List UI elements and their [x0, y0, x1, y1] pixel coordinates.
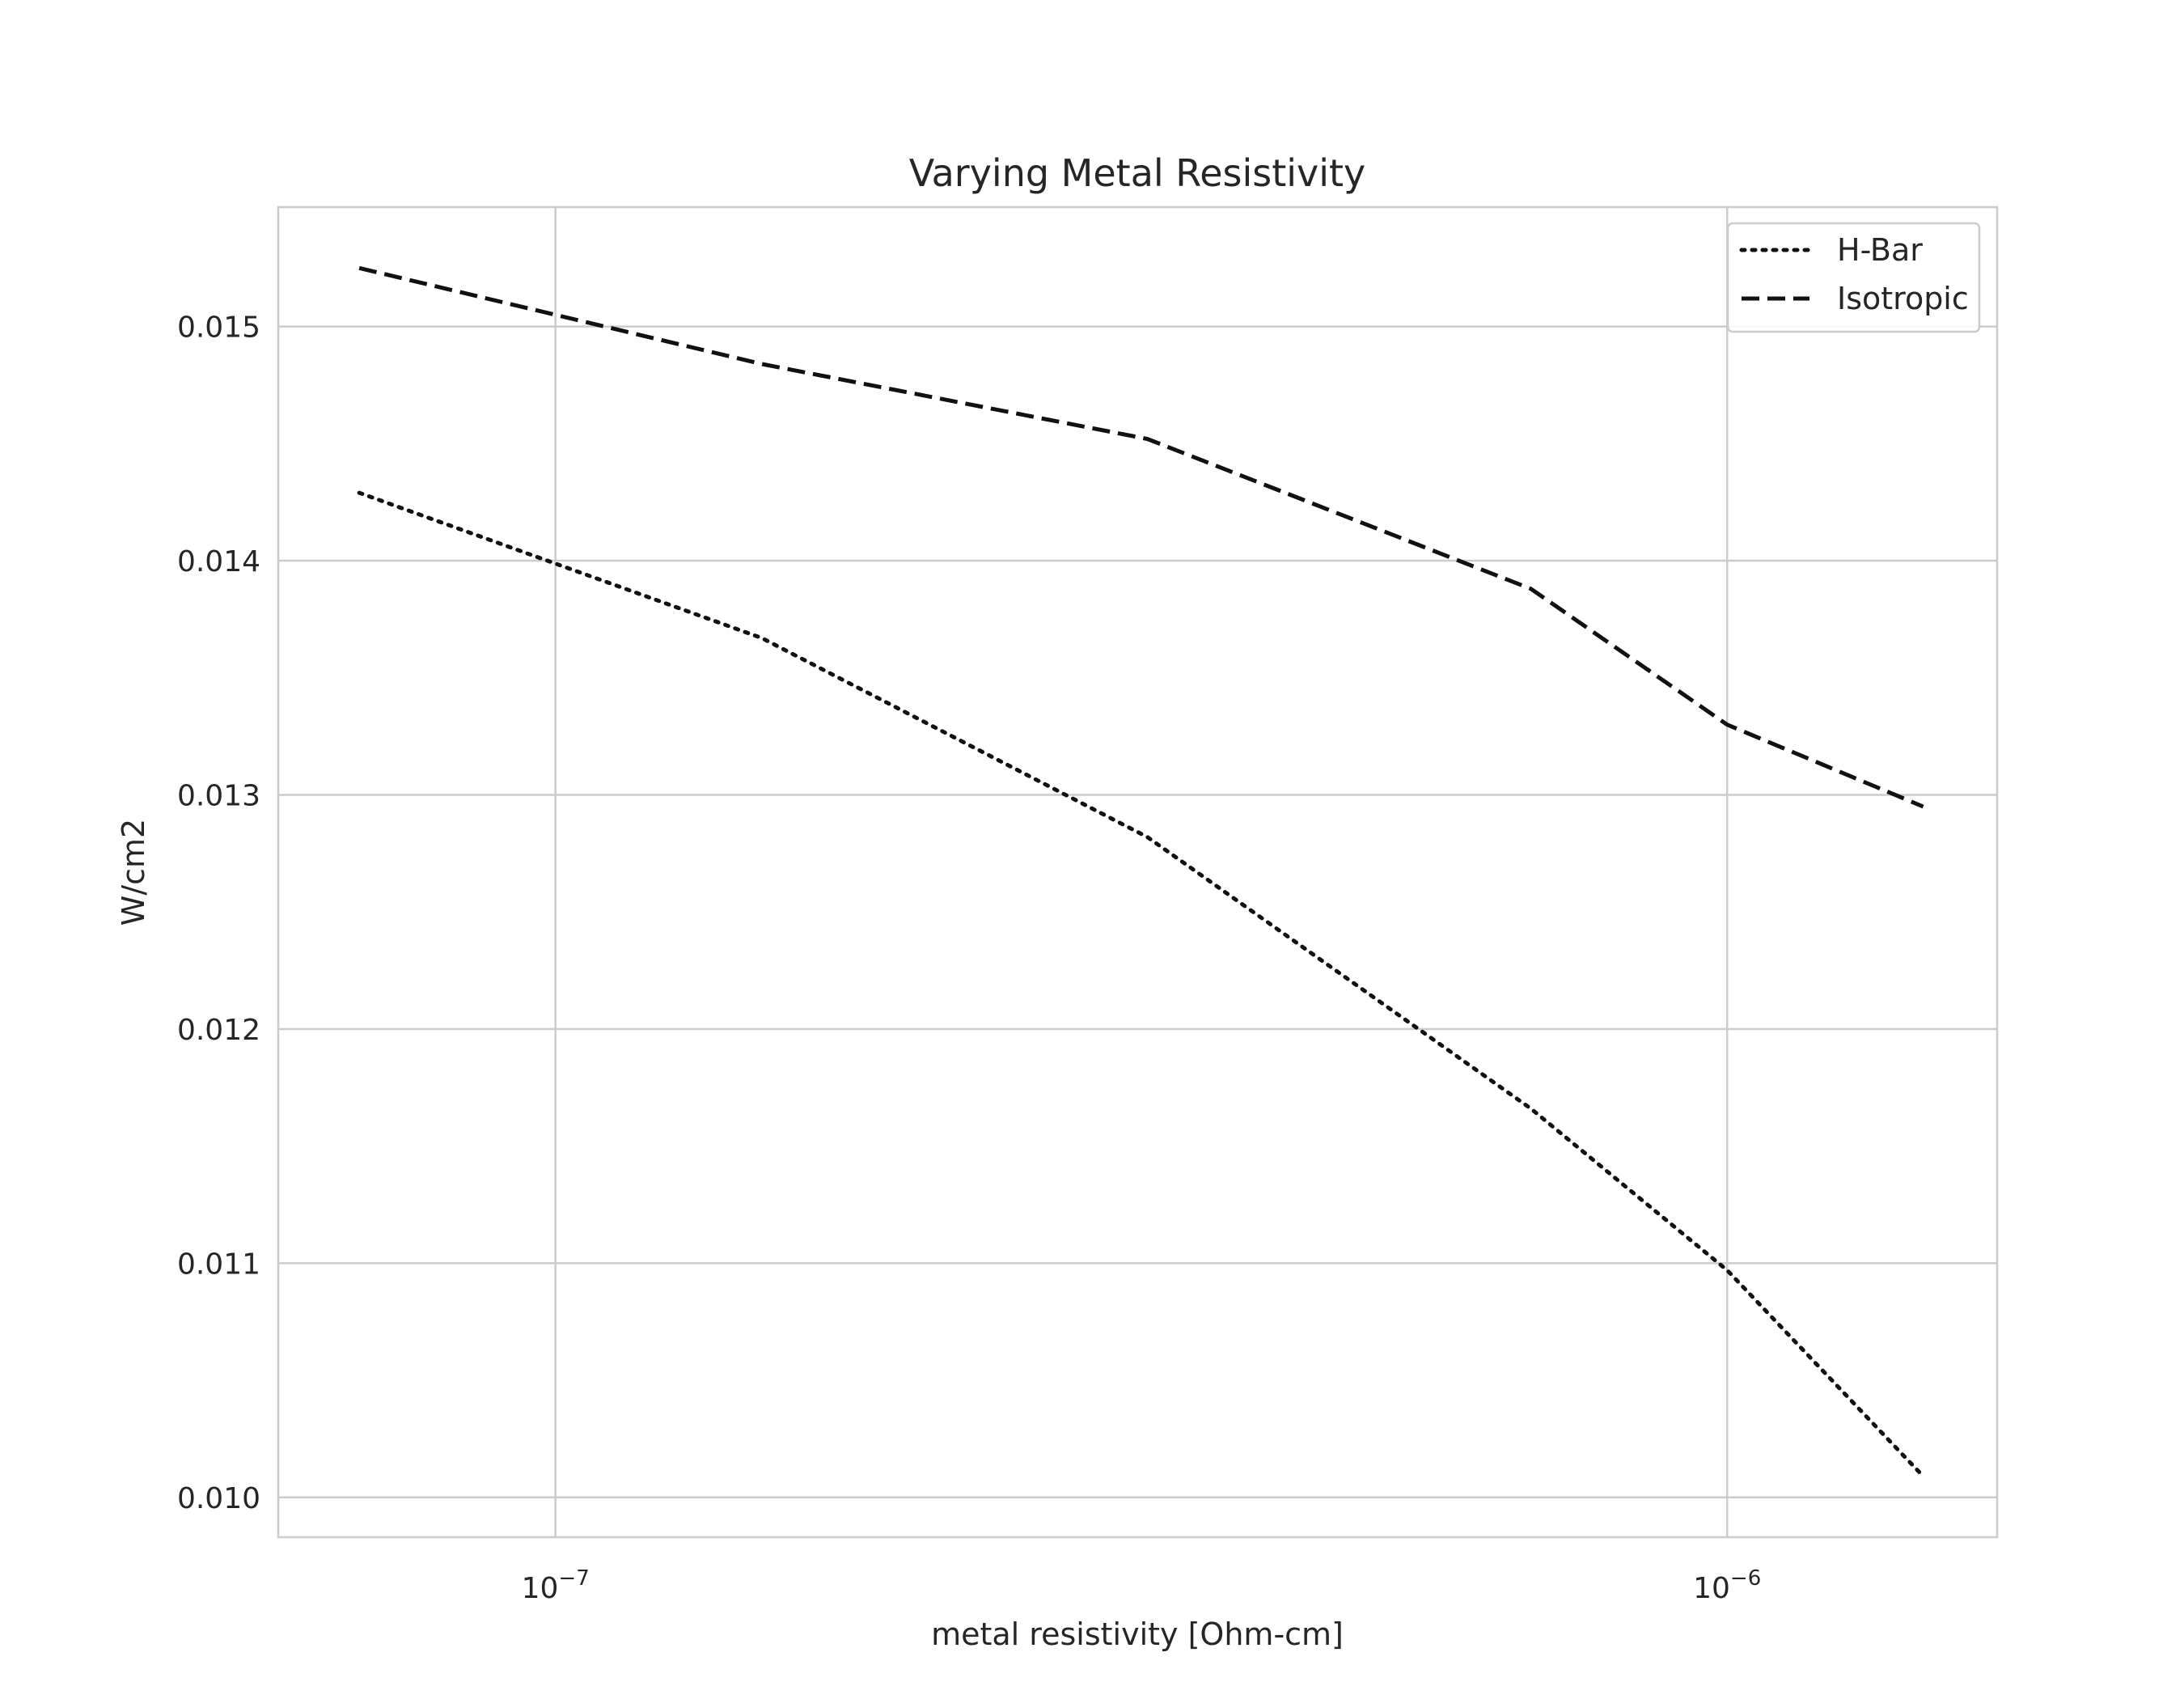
series-line-h-bar: [357, 490, 1926, 1479]
grid: [278, 207, 1997, 1537]
y-tick-label: 0.013: [177, 779, 260, 812]
y-tick-label: 0.014: [177, 545, 260, 578]
legend-box: [1726, 222, 1981, 333]
y-tick-label: 0.012: [177, 1014, 260, 1047]
legend-label-isotropic: Isotropic: [1837, 281, 1969, 316]
x-tick-label: 10−7: [522, 1566, 590, 1605]
y-axis-label: W/cm2: [116, 819, 151, 926]
y-tick-label: 0.015: [177, 311, 260, 345]
tick-labels: 0.010 0.011 0.012 0.013 0.014 0.015 10−7 10−6: [177, 311, 1761, 1605]
x-tick-label: 10−6: [1693, 1566, 1761, 1605]
legend-label-h-bar: H-Bar: [1837, 232, 1923, 268]
y-tick-label: 0.011: [177, 1248, 260, 1281]
series-layer: [357, 265, 1926, 1479]
chart-title: Varying Metal Resistivity: [909, 151, 1366, 195]
series-line-isotropic: [358, 265, 1924, 809]
y-tick-label: 0.010: [177, 1482, 260, 1515]
x-axis-label: metal resistivity [Ohm-cm]: [931, 1616, 1344, 1652]
plot-frame: [277, 205, 1999, 1539]
legend: H-Bar Isotropic: [1726, 222, 1981, 333]
